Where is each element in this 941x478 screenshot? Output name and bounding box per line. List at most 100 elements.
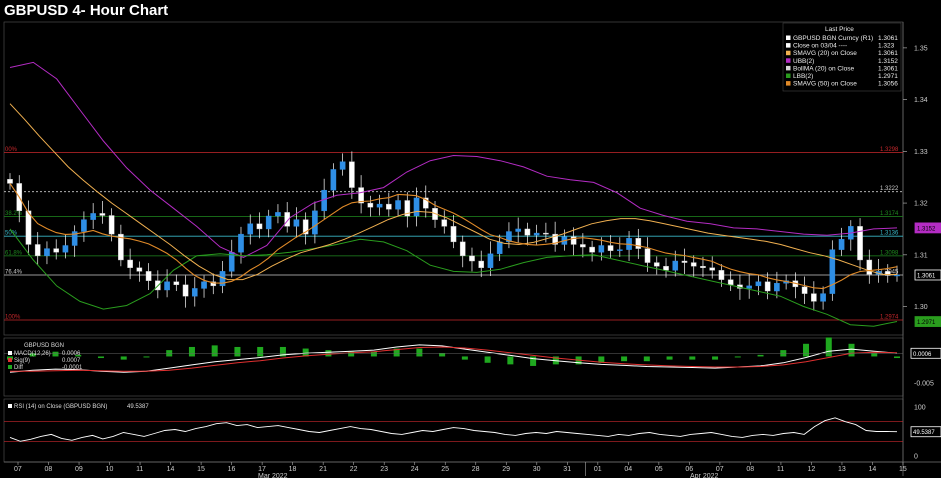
level-right-label: 1.2974	[880, 314, 899, 320]
legend-value: 1.3061	[878, 50, 898, 57]
level-right-label: 1.3222	[880, 186, 899, 192]
x-tick-label: 11	[777, 466, 784, 473]
macd-value-label: 0.0006	[913, 352, 932, 358]
x-tick-label: 21	[319, 466, 327, 473]
legend-value: 1.3061	[878, 35, 898, 42]
x-tick-label: 08	[45, 466, 53, 473]
candle-body	[395, 200, 401, 210]
candle-body	[663, 265, 669, 271]
y-tick-label: 1.34	[914, 97, 928, 104]
candle-body	[182, 284, 189, 297]
rsi-value-label: 49.5387	[913, 430, 935, 436]
candle-body	[136, 267, 143, 272]
rsi-legend-value: 49.5387	[127, 404, 149, 410]
macd-hist-bar	[530, 356, 537, 366]
candle-body	[644, 248, 651, 263]
macd-hist-bar	[598, 356, 605, 363]
macd-legend-name: Diff	[14, 365, 23, 371]
candle-body	[81, 219, 87, 232]
x-tick-label: 14	[868, 466, 876, 473]
y-tick-label: 1.35	[914, 45, 928, 52]
legend-value: 1.3056	[878, 81, 898, 88]
level-right-label: 1.3098	[880, 250, 899, 256]
macd-hist-bar	[689, 356, 696, 360]
candle-body	[524, 228, 531, 236]
candle-body	[774, 283, 780, 292]
x-tick-label: 13	[838, 466, 846, 473]
candle-body	[62, 245, 69, 253]
candle-body	[580, 244, 586, 248]
legend-swatch	[786, 81, 791, 86]
candle-body	[164, 281, 170, 291]
macd-hist-bar	[393, 348, 400, 357]
macd-legend-value: 0.0006	[62, 351, 81, 357]
candle-body	[469, 255, 475, 262]
candle-body	[617, 249, 623, 251]
macd-hist-bar	[757, 354, 764, 357]
candle-body	[191, 288, 198, 297]
legend-label: UBB(2)	[793, 58, 814, 65]
x-tick-label: 08	[746, 466, 754, 473]
macd-hist-bar	[370, 351, 377, 357]
macd-legend-value: -0.0001	[62, 365, 83, 371]
x-tick-label: 12	[807, 466, 815, 473]
macd-y-tick: -0.005	[914, 380, 934, 387]
level-left-label: 61.8%	[5, 250, 23, 256]
candle-body	[34, 244, 41, 257]
legend-swatch	[786, 58, 791, 63]
candle-body	[894, 274, 900, 277]
candle-body	[552, 233, 558, 245]
candle-body	[330, 169, 337, 191]
x-tick-label: 15	[899, 466, 907, 473]
legend-box	[782, 22, 902, 92]
candle-body	[127, 259, 133, 268]
macd-hist-bar	[75, 354, 82, 357]
legend-swatch	[786, 65, 791, 71]
macd-hist-bar	[825, 337, 832, 357]
candle-body	[700, 265, 706, 268]
macd-hist-bar	[643, 356, 650, 362]
legend-label: GBPUSD BGN Curncy (R1)	[793, 35, 873, 42]
candle-body	[884, 271, 891, 276]
macd-hist-bar	[439, 353, 446, 357]
candle-body	[53, 248, 59, 253]
candle-body	[811, 293, 817, 302]
candle-body	[681, 260, 688, 263]
macd-title: GBPUSD BGN	[24, 343, 64, 349]
y-tick-label: 1.30	[914, 304, 928, 311]
macd-hist-bar	[97, 356, 104, 359]
candle-body	[866, 259, 873, 275]
candle-body	[201, 281, 207, 289]
level-left-label: 38.2%	[5, 211, 23, 217]
candle-body	[533, 232, 540, 236]
candle-body	[386, 203, 392, 210]
legend-label: SMAVG (50) on Close	[793, 81, 857, 88]
level-right-label: 1.3136	[880, 231, 899, 237]
price-tag	[914, 222, 941, 234]
legend-swatch	[786, 50, 791, 56]
legend-value: 1.3152	[878, 58, 898, 65]
candle-body	[672, 260, 679, 271]
chart-title: GBPUSD 4- Hour Chart	[4, 2, 169, 19]
candle-body	[256, 223, 263, 230]
macd-hist-bar	[507, 356, 514, 365]
candle-body	[450, 226, 457, 243]
x-tick-label: 09	[75, 466, 83, 473]
candle-body	[293, 219, 300, 227]
macd-hist-bar	[871, 353, 878, 357]
candle-body	[506, 231, 512, 243]
macd-hist-bar	[803, 343, 810, 357]
price-tag	[914, 316, 941, 327]
month-label-apr: Apr 2022	[690, 473, 719, 478]
x-tick-label: 06	[685, 466, 693, 473]
level-left-label: 76.4%	[5, 269, 23, 275]
macd-hist-bar	[348, 351, 355, 357]
rsi-y-tick: 0	[914, 454, 918, 461]
candle-body	[857, 226, 863, 261]
candle-body	[589, 246, 595, 253]
x-tick-label: 15	[197, 466, 205, 473]
x-tick-label: 17	[258, 466, 266, 473]
legend-swatch	[786, 43, 791, 48]
candle-body	[487, 253, 494, 268]
